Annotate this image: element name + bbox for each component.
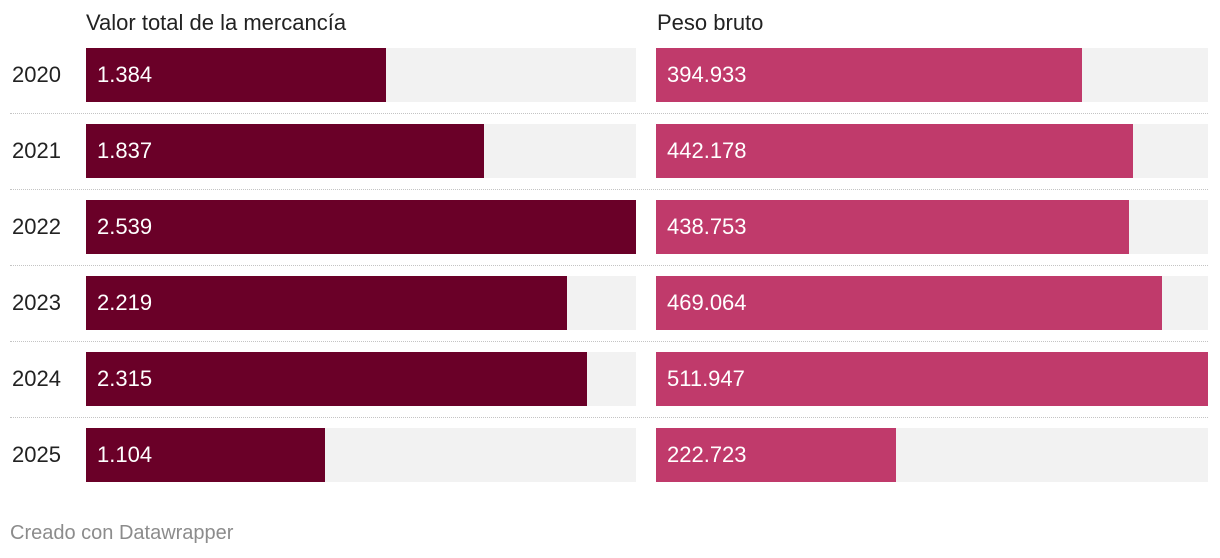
category-label: 2025 <box>12 442 61 467</box>
bar-value-label: 394.933 <box>667 62 747 87</box>
series-title-valor: Valor total de la mercancía <box>86 10 347 35</box>
footer-credit: Creado con Datawrapper <box>10 522 234 544</box>
bar-value-label: 1.104 <box>97 442 153 467</box>
row-separator <box>10 417 1208 418</box>
bar-track: 511.947 <box>656 352 1208 406</box>
row-separator <box>10 341 1208 342</box>
bar-track: 442.178 <box>656 124 1208 178</box>
category-label: 2021 <box>12 138 61 163</box>
row-separator <box>10 265 1208 266</box>
bar-row: 2022 2.539 438.753 <box>10 200 1208 254</box>
bar: 511.947 <box>656 352 1208 406</box>
bar: 438.753 <box>656 200 1129 254</box>
bar-track: 438.753 <box>656 200 1208 254</box>
bar-track: 469.064 <box>656 276 1208 330</box>
bar-value-label: 2.315 <box>97 366 153 391</box>
row-separator <box>10 113 1208 114</box>
bar: 1.104 <box>86 428 325 482</box>
bar-track: 222.723 <box>656 428 1208 482</box>
bar-value-label: 1.837 <box>97 138 153 163</box>
bar-track: 2.219 <box>86 276 636 330</box>
bar: 1.384 <box>86 48 386 102</box>
bar-value-label: 2.219 <box>97 290 153 315</box>
bar-value-label: 511.947 <box>667 366 745 391</box>
category-label: 2022 <box>12 214 61 239</box>
bar-track: 1.837 <box>86 124 636 178</box>
category-label: 2024 <box>12 366 61 391</box>
bar-value-label: 222.723 <box>667 442 747 467</box>
bar: 2.539 <box>86 200 636 254</box>
bar-track: 2.315 <box>86 352 636 406</box>
bar-row: 2024 2.315 511.947 <box>10 352 1208 406</box>
series-title-peso: Peso bruto <box>657 10 764 35</box>
category-label: 2023 <box>12 290 61 315</box>
bar: 394.933 <box>656 48 1082 102</box>
bar-value-label: 1.384 <box>97 62 153 87</box>
bar: 469.064 <box>656 276 1162 330</box>
bar-track: 2.539 <box>86 200 636 254</box>
bar: 222.723 <box>656 428 896 482</box>
bar: 442.178 <box>656 124 1133 178</box>
bar-track: 1.104 <box>86 428 636 482</box>
bar-row: 2020 1.384 394.933 <box>10 48 1208 102</box>
bar: 2.315 <box>86 352 587 406</box>
bar-value-label: 442.178 <box>667 138 747 163</box>
bar: 2.219 <box>86 276 567 330</box>
bar-row: 2023 2.219 469.064 <box>10 276 1208 330</box>
bar: 1.837 <box>86 124 484 178</box>
bar-track: 394.933 <box>656 48 1208 102</box>
row-separator <box>10 189 1208 190</box>
bar-row: 2025 1.104 222.723 <box>10 428 1208 482</box>
category-label: 2020 <box>12 62 61 87</box>
bar-row: 2021 1.837 442.178 <box>10 124 1208 178</box>
bar-value-label: 2.539 <box>97 214 153 239</box>
bar-value-label: 469.064 <box>667 290 747 315</box>
bar-track: 1.384 <box>86 48 636 102</box>
bar-value-label: 438.753 <box>667 214 747 239</box>
